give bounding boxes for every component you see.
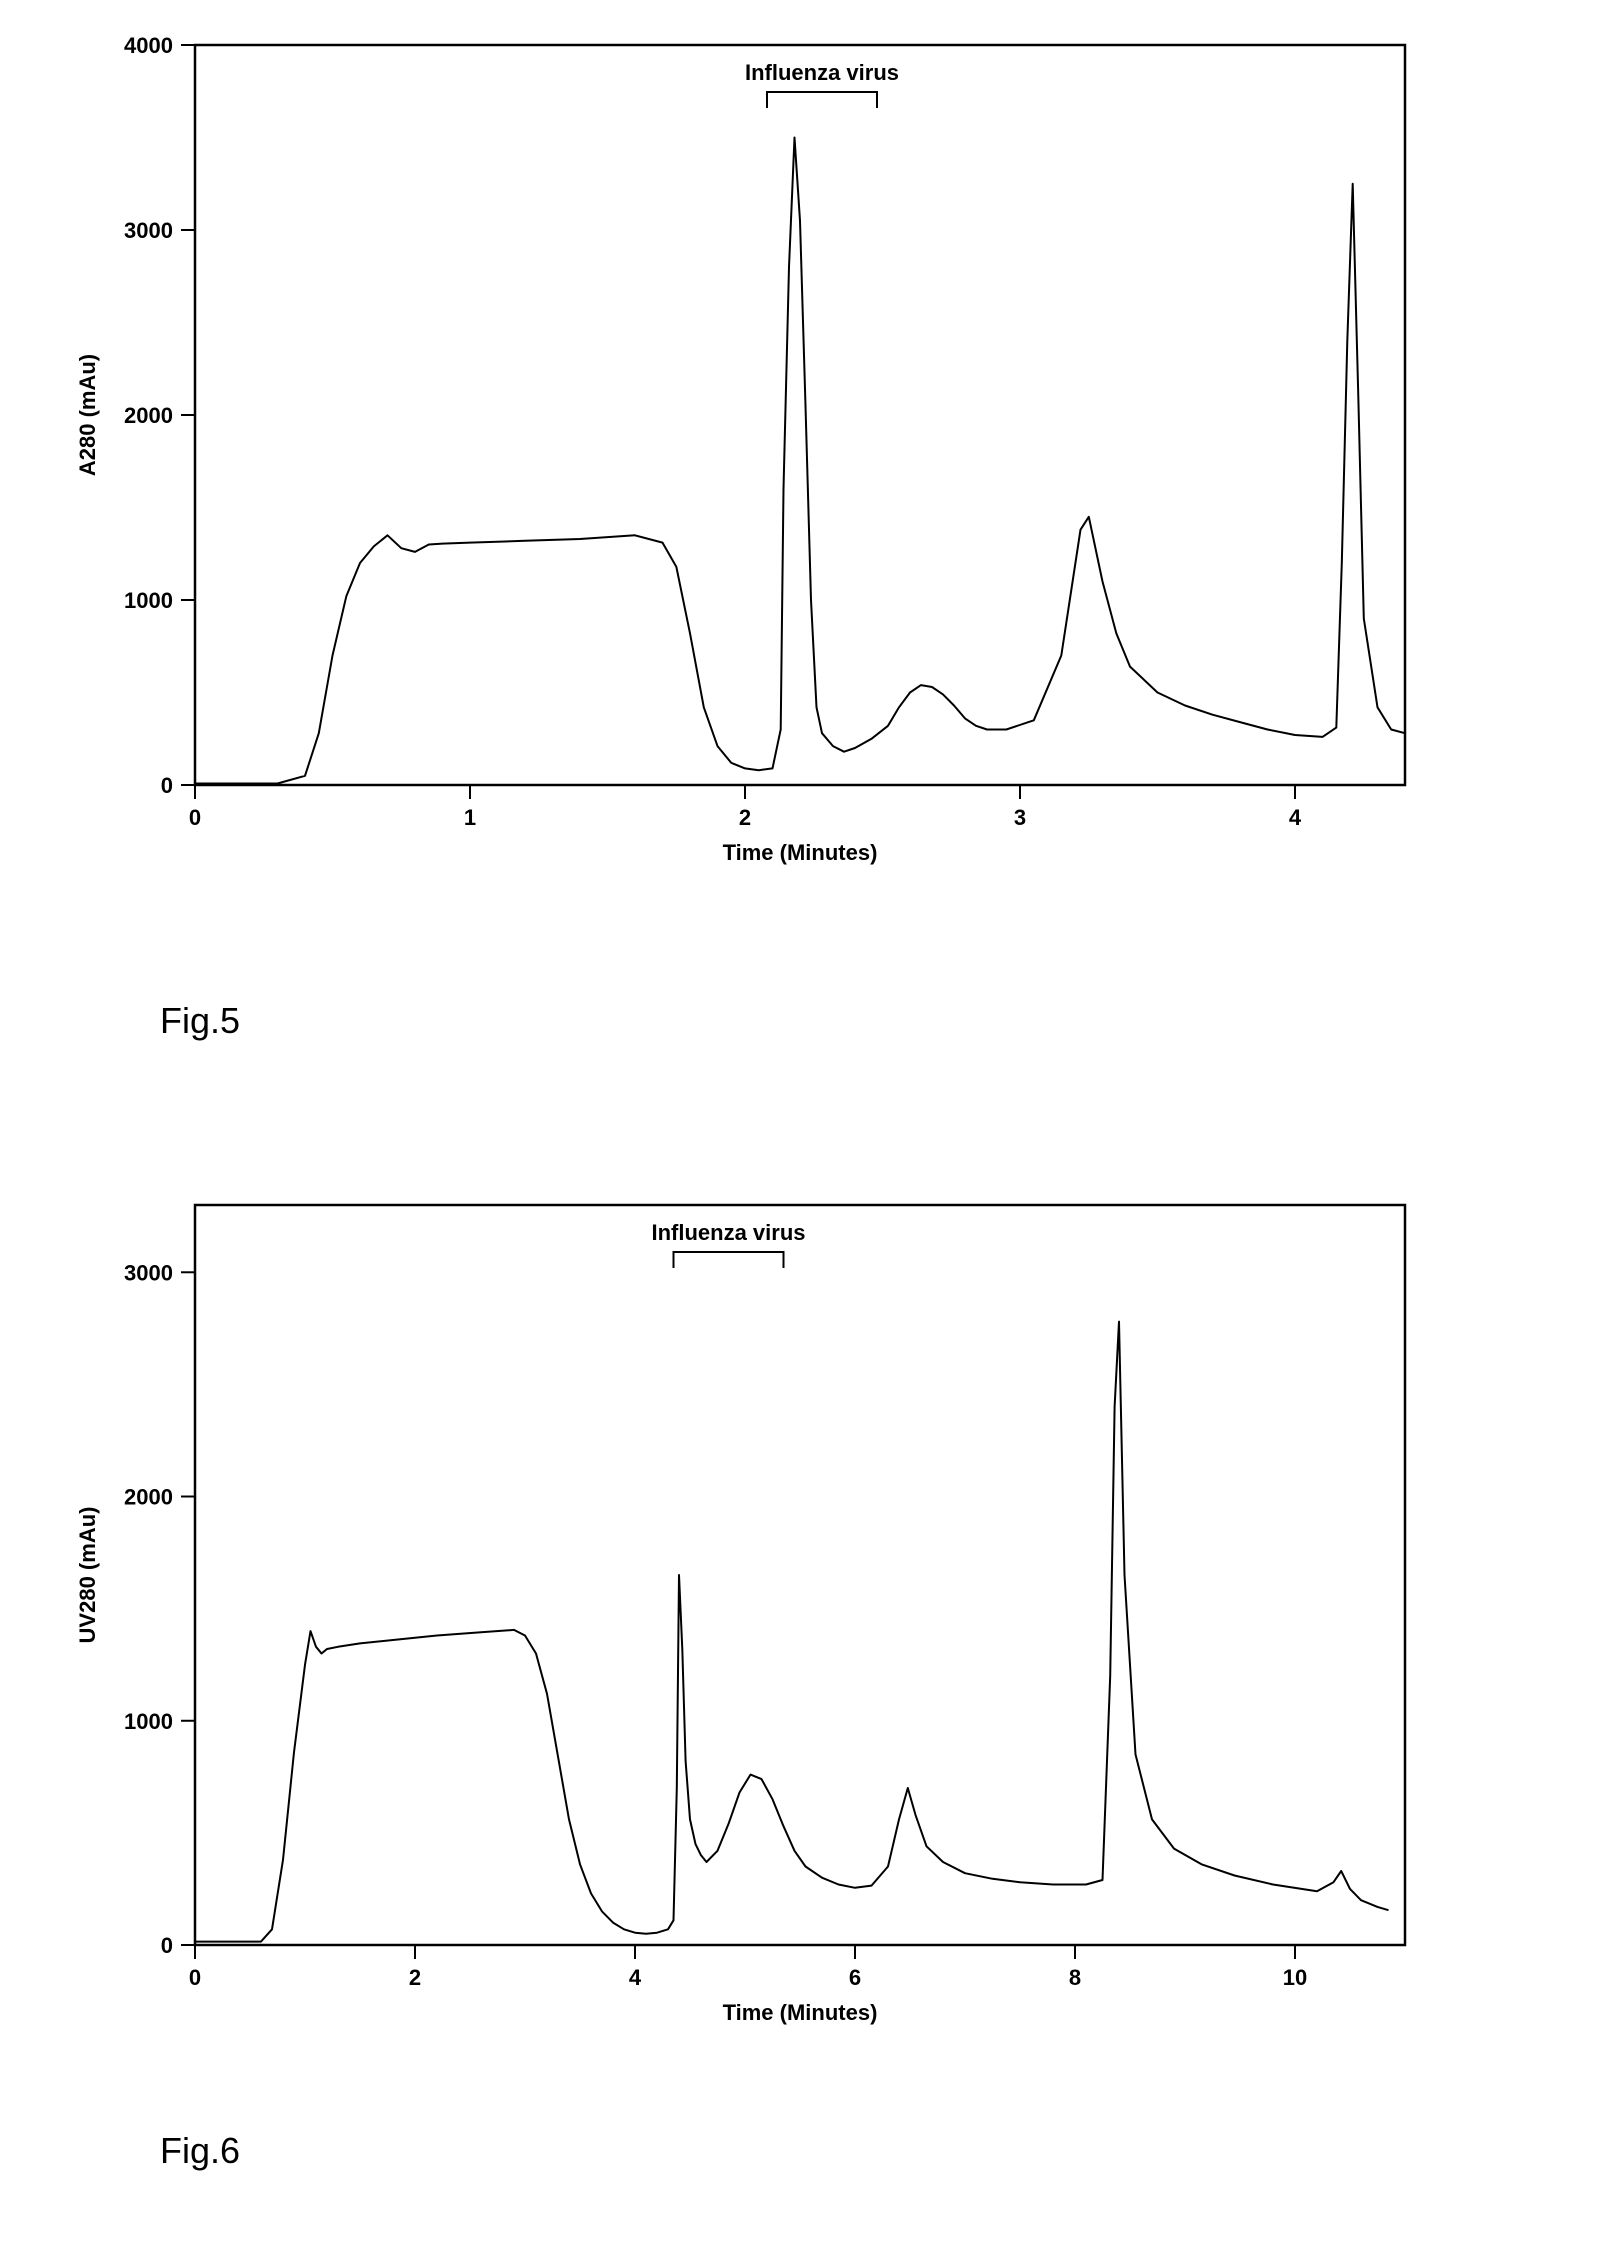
y-tick-label: 1000: [124, 1709, 173, 1734]
x-tick-label: 0: [189, 1965, 201, 1990]
x-tick-label: 6: [849, 1965, 861, 1990]
y-tick-label: 3000: [124, 1260, 173, 1285]
x-tick-label: 8: [1069, 1965, 1081, 1990]
fig6-svg: 0 2 4 6 8 10 0 1000 2000 3000 Time (Minutes) UV280 …: [0, 0, 1619, 2085]
y-axis-label: UV280 (mAu): [75, 1507, 100, 1644]
y-tick-label: 2000: [124, 1485, 173, 1510]
plot-frame: [195, 1205, 1405, 1945]
x-tick-label: 2: [409, 1965, 421, 1990]
fig6-caption: Fig.6: [160, 2130, 240, 2172]
y-tick-label: 0: [161, 1933, 173, 1958]
annotation-label: Influenza virus: [651, 1220, 805, 1245]
x-tick-label: 10: [1283, 1965, 1307, 1990]
x-tick-label: 4: [629, 1965, 642, 1990]
x-axis-label: Time (Minutes): [723, 2000, 878, 2025]
